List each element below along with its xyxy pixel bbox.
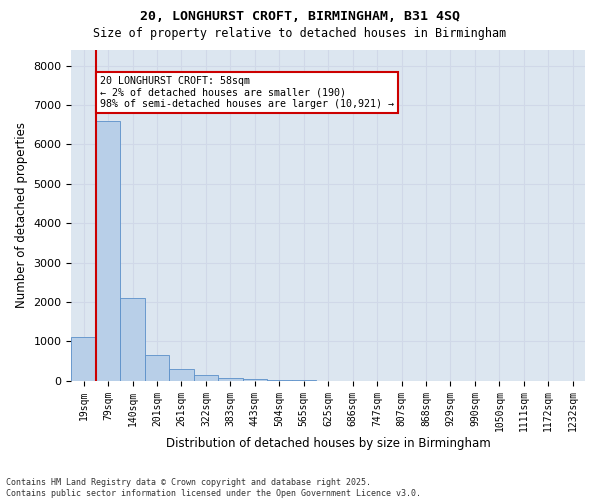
Text: Contains HM Land Registry data © Crown copyright and database right 2025.
Contai: Contains HM Land Registry data © Crown c…	[6, 478, 421, 498]
Text: 20, LONGHURST CROFT, BIRMINGHAM, B31 4SQ: 20, LONGHURST CROFT, BIRMINGHAM, B31 4SQ	[140, 10, 460, 23]
Bar	[71, 338, 96, 380]
Bar	[194, 376, 218, 380]
Bar	[96, 121, 121, 380]
X-axis label: Distribution of detached houses by size in Birmingham: Distribution of detached houses by size …	[166, 437, 491, 450]
Bar	[169, 369, 194, 380]
Text: Size of property relative to detached houses in Birmingham: Size of property relative to detached ho…	[94, 28, 506, 40]
Bar	[218, 378, 242, 380]
Bar	[145, 355, 169, 380]
Bar	[121, 298, 145, 380]
Text: 20 LONGHURST CROFT: 58sqm
← 2% of detached houses are smaller (190)
98% of semi-: 20 LONGHURST CROFT: 58sqm ← 2% of detach…	[100, 76, 394, 109]
Y-axis label: Number of detached properties: Number of detached properties	[15, 122, 28, 308]
